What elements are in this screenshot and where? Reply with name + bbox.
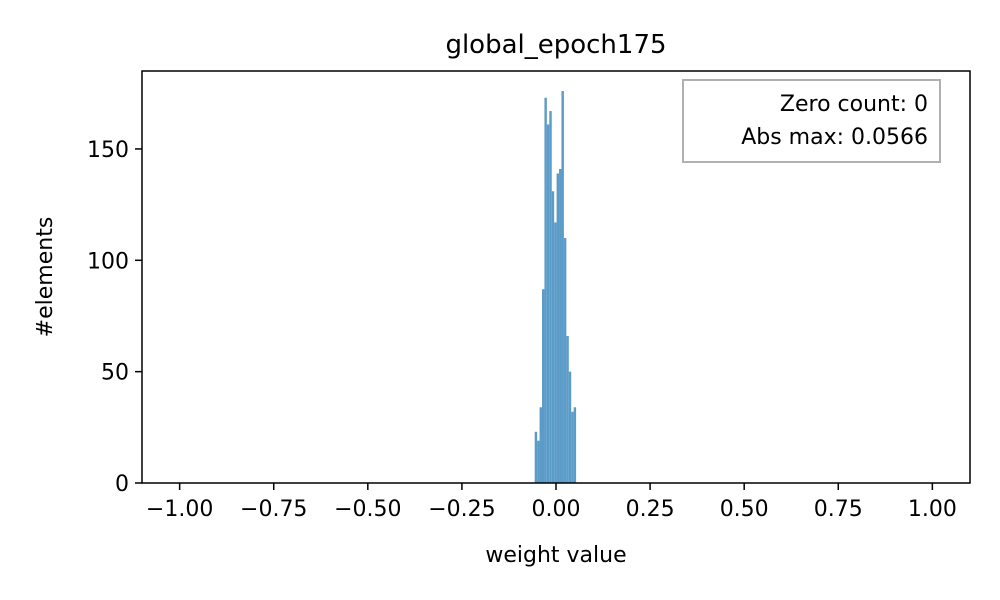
histogram-bar xyxy=(559,168,562,483)
stats-annotation-box: Zero count: 0 Abs max: 0.0566 xyxy=(682,79,941,163)
x-tick-label: 1.00 xyxy=(908,497,957,522)
y-tick-label: 150 xyxy=(87,138,129,163)
x-tick-label: −1.00 xyxy=(146,497,213,522)
histogram-bar xyxy=(556,173,560,483)
histogram-bar xyxy=(541,289,545,483)
x-tick-label: −0.75 xyxy=(240,497,307,522)
histogram-bar xyxy=(561,91,564,483)
x-axis-ticks: −1.00 −0.75 −0.50 −0.25 0.00 0.25 0.50 0.75 1.00 xyxy=(146,483,957,522)
histogram-bar xyxy=(573,407,577,483)
x-tick-label: −0.50 xyxy=(334,497,401,522)
histogram-bar xyxy=(534,431,538,483)
histogram-bar xyxy=(537,440,540,483)
zero-count-text: Zero count: 0 xyxy=(780,92,928,117)
histogram-bar xyxy=(549,111,552,483)
x-tick-label: 0.50 xyxy=(720,497,769,522)
x-axis-label: weight value xyxy=(485,543,626,568)
y-axis-label: #elements xyxy=(33,217,58,338)
chart-title: global_epoch175 xyxy=(445,30,666,60)
histogram-bar xyxy=(546,124,550,484)
histogram-bar xyxy=(554,222,557,483)
x-tick-label: 0.00 xyxy=(532,497,581,522)
histogram-bar xyxy=(566,336,569,483)
y-tick-label: 100 xyxy=(87,249,129,274)
histogram-bar xyxy=(539,407,542,483)
histogram-bar xyxy=(551,191,555,483)
x-tick-label: 0.75 xyxy=(814,497,863,522)
histogram-bar xyxy=(544,97,547,483)
histogram-bar xyxy=(568,371,572,483)
y-axis-ticks: 0 50 100 150 xyxy=(87,138,142,497)
histogram-bar xyxy=(563,238,567,483)
y-tick-label: 0 xyxy=(115,472,129,497)
x-tick-label: −0.25 xyxy=(428,497,495,522)
annotation-frame xyxy=(682,79,941,163)
x-tick-label: 0.25 xyxy=(626,497,675,522)
y-tick-label: 50 xyxy=(101,361,129,386)
histogram-bar xyxy=(571,411,574,483)
histogram-bars xyxy=(534,91,577,484)
abs-max-text: Abs max: 0.0566 xyxy=(741,125,928,150)
